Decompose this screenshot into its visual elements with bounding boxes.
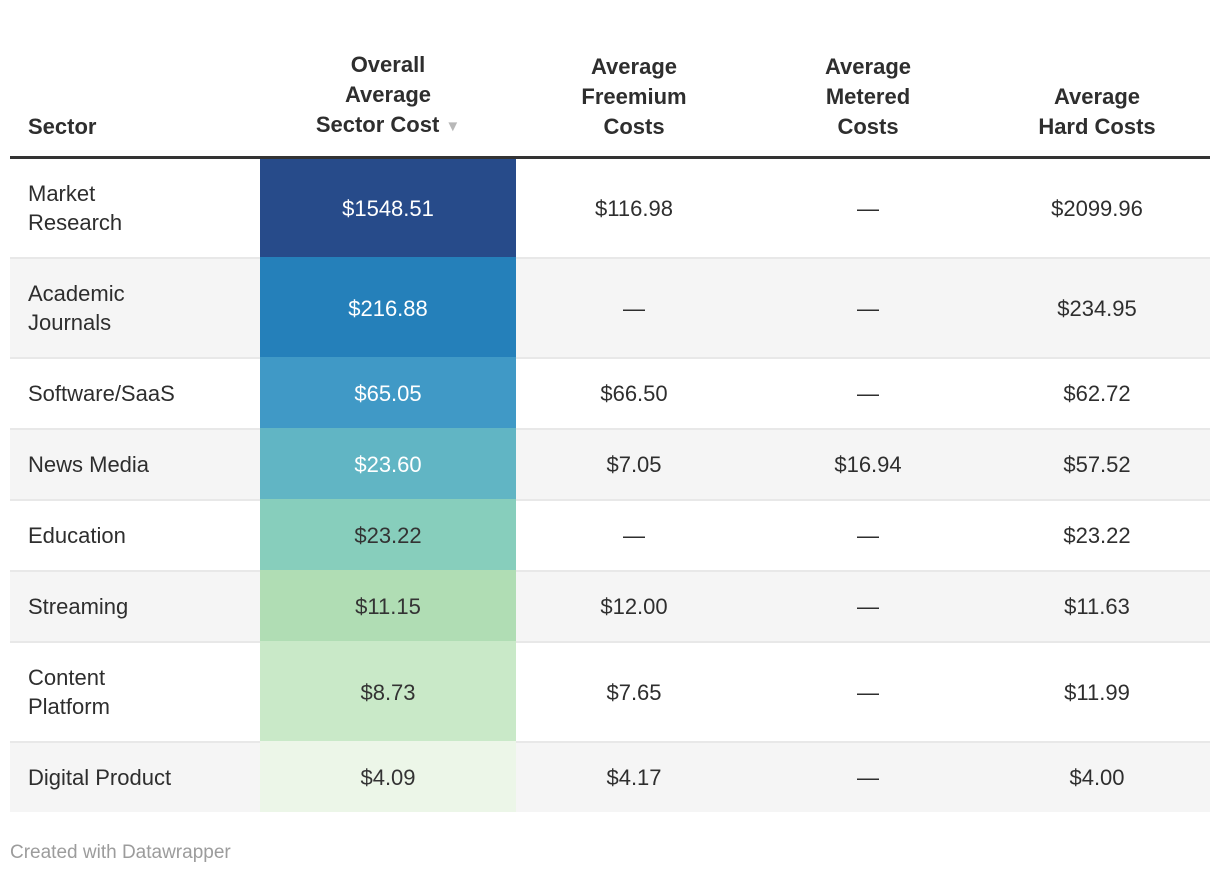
column-header-sector[interactable]: Sector — [10, 30, 260, 159]
hard-cost-cell: $11.99 — [984, 641, 1210, 741]
overall-cost-cell: $8.73 — [260, 641, 516, 741]
table-row: News Media $23.60 $7.05 $16.94 $57.52 — [10, 428, 1210, 499]
overall-cost-cell: $23.60 — [260, 428, 516, 499]
freemium-cost-cell: $12.00 — [516, 570, 752, 641]
sort-descending-icon: ▼ — [445, 118, 461, 135]
freemium-cost-cell: $4.17 — [516, 741, 752, 812]
table-row: Content Platform $8.73 $7.65 — $11.99 — [10, 641, 1210, 741]
sector-cell: Education — [10, 499, 260, 570]
column-header-average-freemium-costs[interactable]: Average Freemium Costs — [516, 30, 752, 159]
overall-cost-cell: $65.05 — [260, 357, 516, 428]
overall-cost-cell: $1548.51 — [260, 159, 516, 257]
metered-cost-cell: — — [752, 741, 984, 812]
freemium-cost-cell: — — [516, 257, 752, 357]
metered-cost-cell: — — [752, 570, 984, 641]
table-row: Academic Journals $216.88 — — $234.95 — [10, 257, 1210, 357]
table-body: Market Research $1548.51 $116.98 — $2099.… — [10, 159, 1210, 812]
overall-cost-cell: $23.22 — [260, 499, 516, 570]
column-header-average-hard-costs[interactable]: Average Hard Costs — [984, 30, 1210, 159]
metered-cost-cell: — — [752, 357, 984, 428]
sector-cell: Market Research — [10, 159, 260, 257]
table-row: Streaming $11.15 $12.00 — $11.63 — [10, 570, 1210, 641]
hard-cost-cell: $23.22 — [984, 499, 1210, 570]
sector-cell: Academic Journals — [10, 257, 260, 357]
cost-table: Sector Overall Average Sector Cost ▼ Aver… — [10, 30, 1210, 812]
hard-cost-cell: $11.63 — [984, 570, 1210, 641]
column-header-average-metered-costs[interactable]: Average Metered Costs — [752, 30, 984, 159]
metered-cost-cell: — — [752, 257, 984, 357]
column-header-label: Costs — [837, 114, 899, 139]
column-header-label: Average — [1053, 84, 1140, 109]
column-header-label: Hard Costs — [1038, 114, 1156, 139]
metered-cost-cell: — — [752, 641, 984, 741]
column-header-label: Average — [344, 82, 431, 107]
sector-cell: Software/SaaS — [10, 357, 260, 428]
hard-cost-cell: $4.00 — [984, 741, 1210, 812]
freemium-cost-cell: $66.50 — [516, 357, 752, 428]
column-header-label: Sector Cost ▼ — [260, 110, 516, 142]
table-row: Education $23.22 — — $23.22 — [10, 499, 1210, 570]
freemium-cost-cell: — — [516, 499, 752, 570]
column-header-label: Average — [824, 54, 911, 79]
table-row: Software/SaaS $65.05 $66.50 — $62.72 — [10, 357, 1210, 428]
hard-cost-cell: $57.52 — [984, 428, 1210, 499]
column-header-label: Average — [590, 54, 677, 79]
table-row: Digital Product $4.09 $4.17 — $4.00 — [10, 741, 1210, 812]
metered-cost-cell: $16.94 — [752, 428, 984, 499]
hard-cost-cell: $234.95 — [984, 257, 1210, 357]
sector-cell: Streaming — [10, 570, 260, 641]
hard-cost-cell: $2099.96 — [984, 159, 1210, 257]
table-header: Sector Overall Average Sector Cost ▼ Aver… — [10, 30, 1210, 159]
metered-cost-cell: — — [752, 159, 984, 257]
freemium-cost-cell: $7.65 — [516, 641, 752, 741]
sector-cell: Digital Product — [10, 741, 260, 812]
metered-cost-cell: — — [752, 499, 984, 570]
overall-cost-cell: $4.09 — [260, 741, 516, 812]
table-row: Market Research $1548.51 $116.98 — $2099.… — [10, 159, 1210, 257]
column-header-label: Metered — [825, 84, 911, 109]
datawrapper-credit-link[interactable]: Created with Datawrapper — [10, 842, 231, 863]
overall-cost-cell: $11.15 — [260, 570, 516, 641]
sector-cell: News Media — [10, 428, 260, 499]
freemium-cost-cell: $7.05 — [516, 428, 752, 499]
column-header-overall-average-sector-cost[interactable]: Overall Average Sector Cost ▼ — [260, 30, 516, 159]
column-header-label: Sector — [28, 114, 97, 139]
overall-cost-cell: $216.88 — [260, 257, 516, 357]
freemium-cost-cell: $116.98 — [516, 159, 752, 257]
hard-cost-cell: $62.72 — [984, 357, 1210, 428]
column-header-label: Overall — [350, 52, 426, 77]
column-header-label: Costs — [603, 114, 665, 139]
column-header-label: Freemium — [581, 84, 687, 109]
sector-cell: Content Platform — [10, 641, 260, 741]
